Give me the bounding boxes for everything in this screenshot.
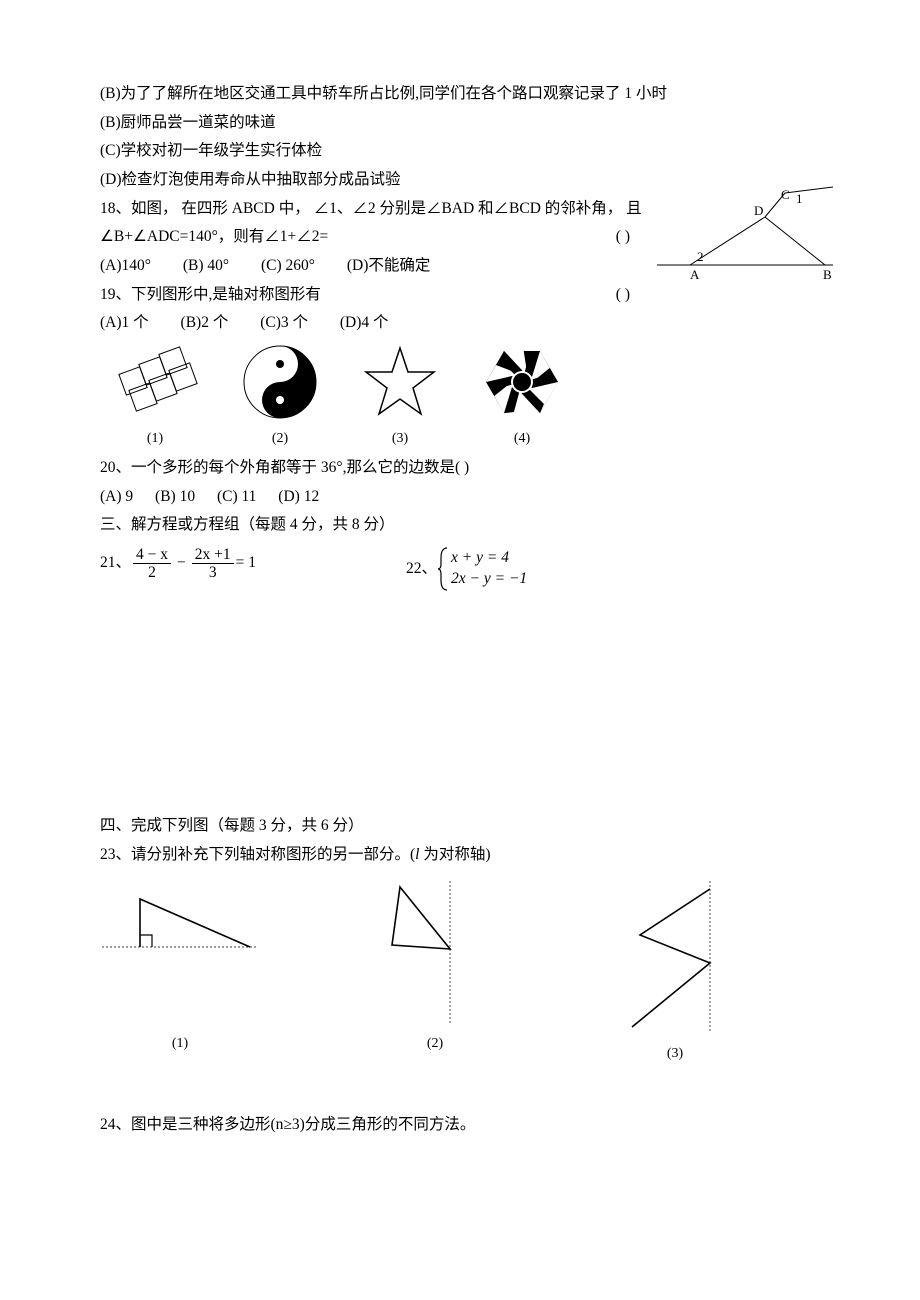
q23-fig2-cell: (2)	[370, 877, 500, 1067]
q23-fig1	[100, 877, 260, 1027]
q21-minus: −	[177, 549, 186, 578]
q21: 21、 4 − x 2 − 2x +1 3 = 1	[100, 546, 256, 581]
svg-text:1: 1	[796, 191, 803, 206]
q22-line1: x + y = 4	[451, 548, 527, 569]
q19-opt-c: (C)3 个	[260, 314, 308, 331]
q21-tail: = 1	[236, 549, 256, 578]
q21-frac1: 4 − x 2	[133, 546, 171, 581]
q20-opt-a: (A) 9	[100, 488, 133, 505]
q23-fig1-cell: (1)	[100, 877, 260, 1067]
q19-cap4: (4)	[514, 426, 530, 452]
q19-fig4-cell: (4)	[480, 342, 564, 452]
q22-label: 22、	[406, 555, 437, 584]
q19-opt-d: (D)4 个	[340, 314, 389, 331]
q19-stem: 19、下列图形中,是轴对称图形有	[100, 286, 321, 303]
equations-row: 21、 4 − x 2 − 2x +1 3 = 1 22、 x + y = 4 …	[100, 546, 830, 592]
q24-stem: 24、图中是三种将多边形(n≥3)分成三角形的不同方法。	[100, 1111, 830, 1140]
svg-text:C: C	[781, 187, 790, 202]
q18-options: (A)140° (B) 40° (C) 260° (D)不能确定	[100, 252, 830, 281]
q18-opt-c: (C) 260°	[261, 257, 315, 274]
q19-fig3-cell: (3)	[360, 342, 440, 452]
q22: 22、 x + y = 4 2x − y = −1	[406, 546, 527, 592]
q23-cap3: (3)	[667, 1041, 683, 1067]
q18-line1-text: 18、如图， 在四形 ABCD 中， ∠1、∠2 分别是∠BAD 和∠BCD 的…	[100, 200, 642, 217]
q18-line1: 18、如图， 在四形 ABCD 中， ∠1、∠2 分别是∠BAD 和∠BCD 的…	[100, 195, 830, 224]
section-4-title: 四、完成下列图（每题 3 分，共 6 分）	[100, 812, 830, 841]
q23-stem: 23、请分别补充下列轴对称图形的另一部分。(l 为对称轴)	[100, 841, 830, 870]
taiji-icon	[240, 342, 320, 422]
q18-opt-d: (D)不能确定	[347, 257, 431, 274]
q21-frac1-den: 2	[145, 564, 159, 581]
exam-page: (B)为了了解所在地区交通工具中轿车所占比例,同学们在各个路口观察记录了 1 小…	[0, 0, 920, 1180]
q19-cap2: (2)	[272, 426, 288, 452]
q19-fig1-cell: (1)	[110, 342, 200, 452]
q20-opt-b: (B) 10	[155, 488, 195, 505]
q19-options: (A)1 个 (B)2 个 (C)3 个 (D)4 个	[100, 309, 830, 338]
q18-opt-a: (A)140°	[100, 257, 151, 274]
option-b-line2: (B)厨师品尝一道菜的味道	[100, 109, 830, 138]
q23-stem-suffix: 为对称轴)	[423, 846, 490, 863]
q20-opt-c: (C) 11	[217, 488, 256, 505]
q19-cap1: (1)	[147, 426, 163, 452]
gap	[100, 1071, 830, 1111]
q23-fig3	[610, 877, 740, 1037]
q19-stem-line: 19、下列图形中,是轴对称图形有 ( )	[100, 281, 830, 310]
q21-frac1-num: 4 − x	[133, 546, 171, 564]
svg-text:D: D	[754, 203, 763, 218]
q19-figures: (1) (2) (3)	[110, 342, 830, 452]
q22-line2: 2x − y = −1	[451, 569, 527, 590]
q19-cap3: (3)	[392, 426, 408, 452]
q23-figures: (1) (2) (3)	[100, 877, 830, 1067]
brace-icon	[437, 546, 449, 592]
q18-eq: ∠B+∠ADC=140°，则有∠1+∠2=	[100, 228, 328, 245]
q21-frac2-den: 3	[206, 564, 220, 581]
q20-stem: 20、一个多形的每个外角都等于 36°,那么它的边数是( )	[100, 454, 830, 483]
q19-opt-b: (B)2 个	[181, 314, 229, 331]
knot-icon	[110, 342, 200, 422]
q23-cap1: (1)	[172, 1031, 188, 1057]
q20-options: (A) 9 (B) 10 (C) 11 (D) 12	[100, 483, 830, 512]
option-b-line1: (B)为了了解所在地区交通工具中轿车所占比例,同学们在各个路口观察记录了 1 小…	[100, 80, 830, 109]
option-c: (C)学校对初一年级学生实行体检	[100, 137, 830, 166]
q22-system: x + y = 4 2x − y = −1	[437, 546, 527, 592]
q23-stem-prefix: 23、请分别补充下列轴对称图形的另一部分。(	[100, 846, 415, 863]
q20-opt-d: (D) 12	[278, 488, 319, 505]
blank-work-area	[100, 592, 830, 812]
section-3-title: 三、解方程或方程组（每题 4 分，共 8 分）	[100, 511, 830, 540]
q23-cap2: (2)	[427, 1031, 443, 1057]
q19-fig2-cell: (2)	[240, 342, 320, 452]
q23-fig2	[370, 877, 500, 1027]
hex-aperture-icon	[480, 342, 564, 422]
q18-opt-b: (B) 40°	[183, 257, 229, 274]
q23-fig3-cell: (3)	[610, 877, 740, 1067]
q21-label: 21、	[100, 549, 131, 578]
q18-paren: ( )	[616, 223, 630, 252]
q21-frac2: 2x +1 3	[192, 546, 234, 581]
star-icon	[360, 342, 440, 422]
q19-paren: ( )	[616, 281, 630, 310]
q18-line2: ∠B+∠ADC=140°，则有∠1+∠2= ( )	[100, 223, 830, 252]
q21-frac2-num: 2x +1	[192, 546, 234, 564]
q19-opt-a: (A)1 个	[100, 314, 149, 331]
